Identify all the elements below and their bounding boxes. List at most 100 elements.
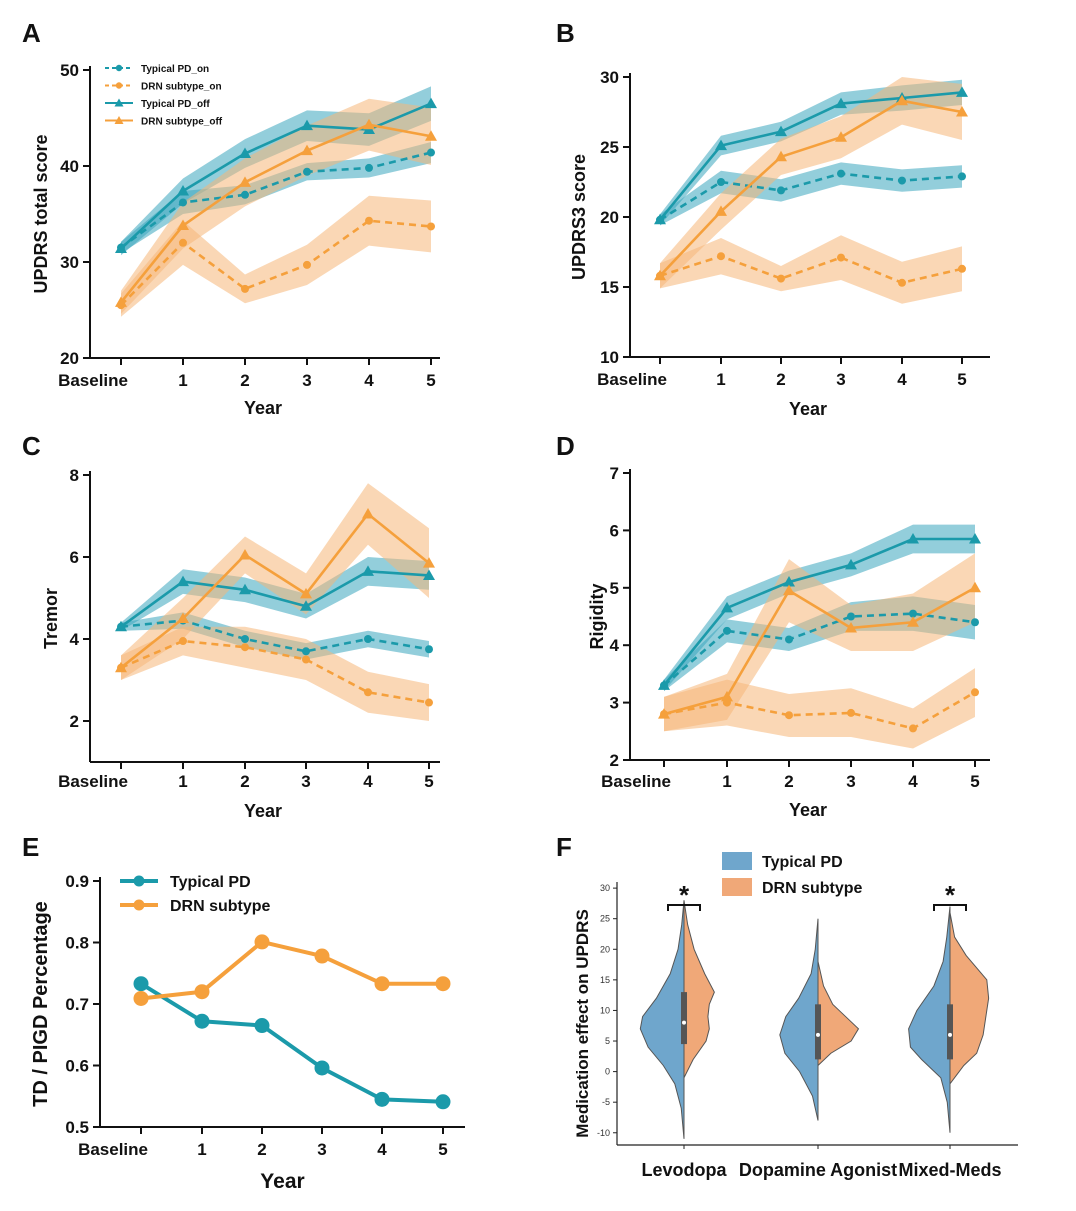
data-point-drn-subtype-on — [302, 655, 310, 664]
data-point-drn-subtype-off — [239, 176, 251, 187]
data-point-typical-pd-on — [427, 148, 435, 157]
data-point-typical-pd-off — [301, 119, 313, 131]
legend-label-typical-pd-on: Typical PD_on — [141, 64, 209, 75]
panel-label-b: B — [556, 18, 575, 48]
data-point-drn-subtype-on — [777, 274, 785, 283]
data-point-drn-subtype-off — [654, 269, 666, 281]
y-tick-label: 50 — [60, 61, 79, 80]
legend-swatch — [722, 878, 752, 896]
y-tick-label: 0.9 — [65, 872, 89, 891]
legend-label-typical-pd-off: Typical PD_off — [141, 99, 210, 110]
series-line-drn-subtype-off — [663, 586, 976, 716]
ci-band-drn-subtype-on — [660, 235, 962, 304]
data-point-drn-subtype-off — [177, 219, 189, 231]
data-point-drn-subtype-on — [909, 724, 917, 733]
data-point-drn-subtype-off — [423, 557, 435, 568]
data-point-drn-subtype — [314, 948, 330, 964]
violin-half-typical-pd-mixed-meds — [908, 906, 951, 1133]
data-point-typical-pd — [254, 1018, 270, 1034]
y-tick-label: 20 — [60, 349, 79, 368]
data-point-typical-pd-off — [177, 184, 189, 196]
data-point-drn-subtype-on — [717, 252, 725, 261]
data-point-drn-subtype-on — [958, 264, 966, 273]
data-point-drn-subtype — [133, 990, 149, 1006]
y-tick-label: -10 — [597, 1128, 610, 1138]
x-tick-label: 5 — [426, 371, 435, 390]
series-line-typical-pd-off — [662, 537, 975, 687]
data-point-drn-subtype-off — [300, 587, 312, 599]
panel-f: -10 -5 0 5 10 15 20 25 30 Levodopa Dopamine Agonis… — [573, 852, 1018, 1180]
data-point-typical-pd-on — [364, 635, 372, 643]
y-tick-label: 30 — [60, 253, 79, 272]
data-point-drn-subtype-on — [365, 216, 373, 225]
panel-b: 10 15 20 25 30 Baseline 1 2 3 4 5 Year UPDRS3 score — [569, 68, 990, 419]
data-point-drn-subtype-off — [969, 581, 981, 593]
y-tick-label: 15 — [600, 975, 610, 985]
data-point-typical-pd-off — [239, 583, 251, 595]
x-axis-title: Year — [260, 1170, 304, 1193]
data-point-typical-pd — [133, 976, 149, 992]
y-tick-label: 0 — [605, 1067, 610, 1077]
data-point-drn-subtype-off — [239, 548, 251, 560]
x-tick-label: Dopamine Agonist — [739, 1160, 897, 1180]
data-point-drn-subtype-off — [907, 616, 919, 627]
data-point-typical-pd-off — [907, 533, 919, 544]
x-tick-label: 3 — [302, 371, 311, 390]
series-line-typical-pd-off — [120, 102, 432, 250]
series-line-typical-pd-off — [120, 570, 430, 628]
panel-label-f: F — [556, 832, 572, 862]
data-point-typical-pd-on — [717, 178, 725, 186]
data-point-drn-subtype — [194, 984, 210, 1000]
panel-label-d: D — [556, 431, 575, 461]
significance-star: * — [679, 880, 690, 910]
series-line-typical-pd-on — [120, 619, 430, 653]
x-tick-label: Baseline — [58, 772, 128, 791]
series-line-drn-subtype-on — [120, 219, 432, 307]
panel-c: 2 4 6 8 Baseline 1 2 3 4 5 Year Tremor — [41, 466, 440, 821]
x-tick-label: 4 — [908, 772, 918, 791]
ci-band-typical-pd-on — [121, 142, 431, 254]
data-point-drn-subtype — [435, 976, 451, 992]
data-point-drn-subtype-on — [241, 284, 249, 293]
data-point-typical-pd-off — [845, 558, 857, 570]
data-point-drn-subtype-off — [362, 507, 374, 519]
data-point-typical-pd-off — [239, 147, 251, 159]
legend-label-typical-pd: Typical PD — [170, 874, 251, 891]
y-tick-label: 15 — [600, 278, 619, 297]
significance-bracket — [933, 904, 967, 911]
legend-swatch-marker — [133, 875, 145, 887]
data-point-typical-pd-on — [241, 190, 249, 199]
data-point-typical-pd-on — [847, 612, 855, 621]
y-tick-label: 30 — [600, 883, 610, 893]
ci-band-typical-pd-off — [121, 557, 429, 631]
data-point-typical-pd-off — [969, 533, 981, 544]
box-iqr — [947, 1004, 953, 1060]
data-point-typical-pd-on — [302, 647, 310, 656]
data-point-typical-pd-on — [723, 626, 731, 635]
x-axis-title: Year — [789, 399, 827, 419]
y-axis-title: UPDRS total score — [31, 134, 51, 293]
y-tick-label: 25 — [600, 138, 619, 157]
data-point-drn-subtype-on — [179, 637, 187, 646]
legend-label-drn-subtype-off: DRN subtype_off — [141, 117, 223, 128]
x-tick-label: Levodopa — [641, 1160, 727, 1180]
data-point-drn-subtype-on — [425, 698, 433, 707]
data-point-drn-subtype-off — [835, 131, 847, 142]
y-tick-label: 0.5 — [65, 1118, 89, 1137]
ci-band-drn-subtype-on — [121, 626, 429, 721]
x-tick-label: 1 — [178, 772, 187, 791]
data-point-typical-pd — [194, 1013, 210, 1029]
data-point-drn-subtype-off — [896, 94, 908, 106]
y-tick-label: 4 — [610, 636, 620, 655]
data-point-typical-pd-on — [837, 169, 845, 178]
x-tick-label: Baseline — [78, 1140, 148, 1159]
x-tick-label: Baseline — [58, 371, 128, 390]
data-point-drn-subtype-on — [837, 253, 845, 262]
series-line-typical-pd — [139, 982, 444, 1104]
data-point-typical-pd-off — [362, 565, 374, 576]
x-tick-label: 2 — [240, 772, 249, 791]
x-tick-label: Baseline — [597, 370, 667, 389]
violin-half-typical-pd-levodopa — [639, 900, 685, 1139]
data-point-drn-subtype-on — [427, 222, 435, 231]
data-point-typical-pd-off — [658, 679, 670, 690]
